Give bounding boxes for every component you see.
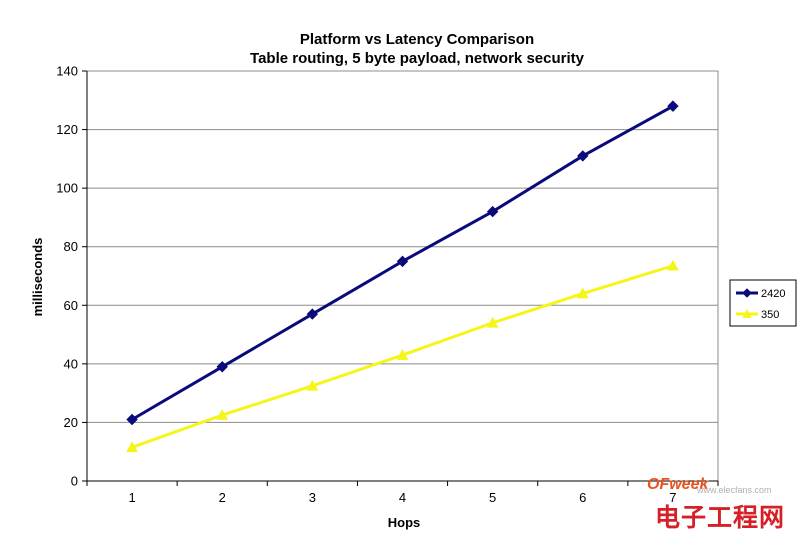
data-point-triangle [396, 349, 409, 360]
data-point-triangle [306, 379, 319, 391]
x-tick-label: 6 [579, 490, 586, 505]
y-tick-label: 100 [56, 181, 78, 196]
data-point-triangle [667, 259, 679, 271]
data-point-diamond [667, 100, 679, 112]
plot-area: 0 20 40 60 80 100 120 140 1 2 3 4 5 6 7 [56, 64, 719, 505]
legend-label-350: 350 [761, 309, 779, 321]
x-tick-label: 2 [219, 490, 226, 505]
data-point-diamond [486, 205, 499, 218]
y-tick-label: 140 [56, 64, 78, 79]
legend-label-2420: 2420 [761, 288, 785, 300]
data-point-diamond [396, 255, 409, 268]
data-point-diamond [306, 308, 319, 320]
x-tick-label: 1 [128, 490, 135, 505]
data-point-diamond [577, 150, 589, 162]
legend-box [729, 279, 797, 327]
watermark-brand: OFweek [647, 476, 709, 493]
chart-subtitle: Table routing, 5 byte payload, network s… [250, 50, 585, 67]
data-point-diamond [742, 288, 752, 298]
y-tick-label: 40 [64, 356, 78, 371]
y-tick-label: 80 [64, 239, 78, 254]
y-tick-label: 60 [64, 298, 78, 313]
y-tick-label: 0 [71, 474, 78, 489]
x-tick-label: 7 [669, 490, 676, 505]
legend: 2420 350 [729, 279, 797, 327]
data-point-triangle [742, 308, 752, 318]
chart-title: Platform vs Latency Comparison [300, 31, 534, 48]
data-point-triangle [216, 409, 229, 420]
watermark-url: www.elecfans.com [697, 485, 772, 495]
x-tick-label: 4 [399, 490, 406, 505]
y-tick-label: 120 [56, 122, 78, 137]
y-tick-label: 20 [64, 415, 78, 430]
x-axis-label: Hops [388, 515, 421, 530]
data-point-triangle [126, 441, 138, 453]
data-point-diamond [216, 361, 228, 373]
data-point-triangle [576, 287, 589, 299]
watermark-logo: OFweek www.elecfans.com 电子工程网 [645, 476, 805, 538]
x-tick-label: 3 [309, 490, 316, 505]
data-point-diamond [126, 413, 138, 426]
watermark-text: 电子工程网 [655, 503, 786, 532]
x-tick-label: 5 [489, 490, 496, 505]
y-axis-label: milliseconds [30, 238, 45, 317]
data-point-triangle [486, 316, 499, 328]
